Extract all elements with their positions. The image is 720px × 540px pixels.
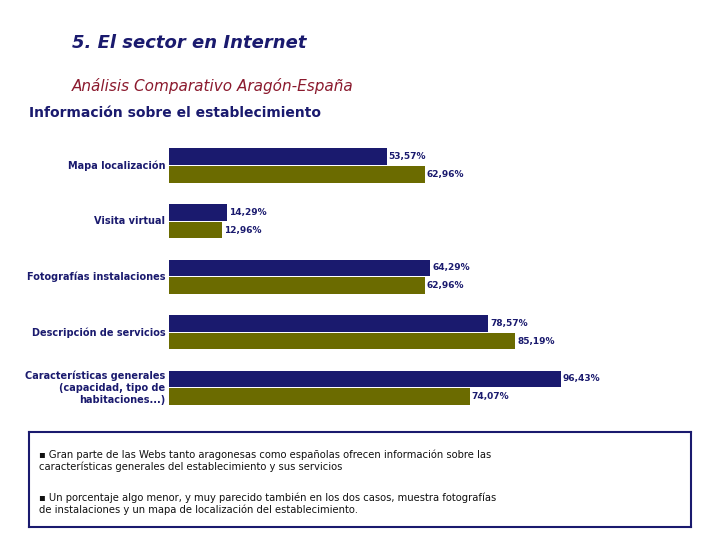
Text: Visita virtual: Visita virtual (94, 216, 165, 226)
Text: 12,96%: 12,96% (224, 226, 261, 234)
Text: 53,57%: 53,57% (389, 152, 426, 161)
Text: 96,43%: 96,43% (562, 374, 600, 383)
Text: España: España (609, 173, 654, 183)
Bar (169, 333, 515, 349)
Bar (169, 166, 425, 183)
Text: 5. El sector en Internet: 5. El sector en Internet (72, 34, 307, 52)
Text: ▪ Un porcentaje algo menor, y muy parecido también en los dos casos, muestra fot: ▪ Un porcentaje algo menor, y muy pareci… (39, 492, 496, 515)
Text: 64,29%: 64,29% (432, 264, 469, 272)
Bar (169, 388, 470, 405)
Bar (169, 315, 488, 332)
Bar (169, 204, 228, 221)
Text: 14,29%: 14,29% (229, 208, 267, 217)
Text: Mapa localización: Mapa localización (68, 160, 165, 171)
Bar (169, 148, 387, 165)
Text: ▪ Gran parte de las Webs tanto aragonesas como españolas ofrecen información sob: ▪ Gran parte de las Webs tanto aragonesa… (39, 449, 491, 472)
Text: Aragón: Aragón (609, 146, 654, 157)
Text: 74,07%: 74,07% (472, 392, 510, 401)
Bar (169, 278, 425, 294)
Text: Características generales
(capacidad, tipo de
habitaciones...): Características generales (capacidad, ti… (25, 371, 165, 404)
Bar (169, 260, 430, 276)
Text: Información sobre el establecimiento: Información sobre el establecimiento (29, 106, 321, 120)
Text: 85,19%: 85,19% (517, 336, 554, 346)
Text: Descripción de servicios: Descripción de servicios (32, 327, 165, 338)
Bar (169, 370, 561, 387)
Text: Fotografías instalaciones: Fotografías instalaciones (27, 272, 165, 282)
Text: 78,57%: 78,57% (490, 319, 528, 328)
Bar (169, 222, 222, 239)
Text: Análisis Comparativo Aragón-España: Análisis Comparativo Aragón-España (72, 78, 354, 94)
Text: 62,96%: 62,96% (427, 170, 464, 179)
Text: 62,96%: 62,96% (427, 281, 464, 290)
